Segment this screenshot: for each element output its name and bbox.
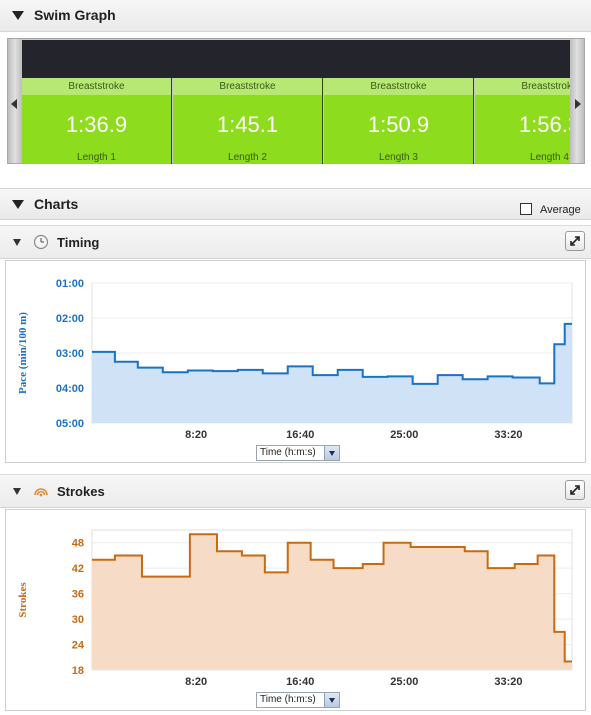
strokes-series-line [92, 533, 572, 663]
strokes-header[interactable]: Strokes [0, 474, 591, 508]
strokes-ytick-label: 36 [72, 589, 84, 601]
collapse-triangle-icon[interactable] [12, 200, 24, 209]
strokes-chart: 18 24 30 36 42 48 8:20 16:40 25:00 33:20 Strokes T… [5, 509, 586, 711]
collapse-triangle-icon[interactable] [13, 488, 21, 495]
collapse-triangle-icon[interactable] [13, 239, 21, 246]
timing-xtick-label: 25:00 [390, 429, 418, 441]
expand-strokes-button[interactable] [565, 480, 585, 500]
timing-series-line [92, 322, 572, 385]
length-label: Length 2 [228, 152, 267, 163]
swim-graph-scroll-right[interactable] [570, 39, 584, 163]
strokes-chart-svg: 18 24 30 36 42 48 8:20 16:40 25:00 33:20 Strokes [17, 529, 573, 688]
length-label: Length 4 [530, 152, 569, 163]
chevron-down-icon[interactable] [324, 446, 339, 460]
strokes-ytick-label: 42 [72, 563, 84, 575]
swim-graph-header[interactable]: Swim Graph [0, 0, 591, 32]
strokes-wave-icon [33, 483, 49, 499]
length-cell[interactable]: Breaststroke 1:45.1 Length 2 [173, 78, 323, 164]
timing-title: Timing [57, 235, 100, 250]
clock-icon [33, 234, 49, 250]
length-stroke-type: Breaststroke [173, 78, 322, 95]
expand-icon [570, 236, 580, 246]
average-checkbox[interactable] [520, 203, 532, 215]
strokes-ytick-label: 18 [72, 665, 84, 677]
strokes-xaxis-select[interactable]: Time (h:m:s) [256, 692, 340, 708]
timing-xaxis-select[interactable]: Time (h:m:s) [256, 445, 340, 461]
strokes-xtick-label: 16:40 [286, 676, 314, 688]
chevron-down-icon[interactable] [324, 693, 339, 707]
length-stroke-type: Breaststroke [324, 78, 473, 95]
strokes-xtick-label: 8:20 [185, 676, 207, 688]
timing-ytick-label: 02:00 [56, 313, 84, 325]
timing-ytick-label: 04:00 [56, 383, 84, 395]
strokes-xaxis-select-value: Time (h:m:s) [260, 694, 316, 705]
lengths-strip: Breaststroke 1:36.9 Length 1 Breaststrok… [22, 78, 572, 164]
timing-ytick-label: 03:00 [56, 348, 84, 360]
length-cell[interactable]: Breaststroke 1:36.9 Length 1 [22, 78, 172, 164]
timing-series-area [92, 323, 572, 423]
length-cell[interactable]: Breaststroke 1:50.9 Length 3 [324, 78, 474, 164]
length-time: 1:50.9 [367, 112, 430, 137]
length-cell[interactable]: Breaststroke 1:56.3 Length 4 [475, 78, 572, 164]
timing-xtick-label: 33:20 [494, 429, 522, 441]
strokes-ytick-label: 24 [72, 640, 85, 652]
length-time: 1:45.1 [216, 112, 279, 137]
strokes-series-area [92, 534, 572, 670]
length-label: Length 3 [379, 152, 418, 163]
length-stroke-type: Breaststroke [22, 78, 171, 95]
timing-xtick-label: 16:40 [286, 429, 314, 441]
timing-xtick-label: 8:20 [185, 429, 207, 441]
swim-graph-scroll-left[interactable] [8, 39, 22, 163]
timing-ytick-label: 01:00 [56, 278, 84, 290]
swim-graph: Breaststroke 1:36.9 Length 1 Breaststrok… [7, 38, 585, 164]
timing-ytick-label: 05:00 [56, 418, 84, 430]
timing-chart-svg: 01:00 02:00 03:00 04:00 05:00 8:20 16:40 25:00 3… [17, 278, 573, 441]
strokes-xtick-label: 33:20 [494, 676, 522, 688]
timing-chart: 01:00 02:00 03:00 04:00 05:00 8:20 16:40 25:00 3… [5, 260, 586, 463]
length-label: Length 1 [77, 152, 116, 163]
average-label: Average [540, 204, 581, 216]
strokes-xtick-label: 25:00 [390, 676, 418, 688]
swim-graph-overview-bar [22, 40, 572, 78]
expand-icon [570, 485, 580, 495]
arrow-right-icon[interactable] [575, 99, 581, 109]
strokes-ylabel: Strokes [17, 582, 29, 618]
timing-ylabel: Pace (min/100 m) [17, 312, 29, 394]
strokes-ytick-label: 30 [72, 614, 84, 626]
length-time: 1:56.3 [518, 112, 572, 137]
arrow-left-icon[interactable] [11, 99, 17, 109]
swim-graph-title: Swim Graph [34, 7, 116, 23]
collapse-triangle-icon[interactable] [12, 11, 24, 20]
strokes-ytick-label: 48 [72, 538, 84, 550]
timing-xaxis-select-value: Time (h:m:s) [260, 447, 316, 458]
charts-header[interactable]: Charts [0, 188, 591, 220]
length-time: 1:36.9 [65, 112, 128, 137]
timing-header[interactable]: Timing [0, 225, 591, 259]
expand-timing-button[interactable] [565, 231, 585, 251]
strokes-title: Strokes [57, 484, 105, 499]
charts-title: Charts [34, 196, 79, 212]
length-stroke-type: Breaststroke [475, 78, 572, 95]
